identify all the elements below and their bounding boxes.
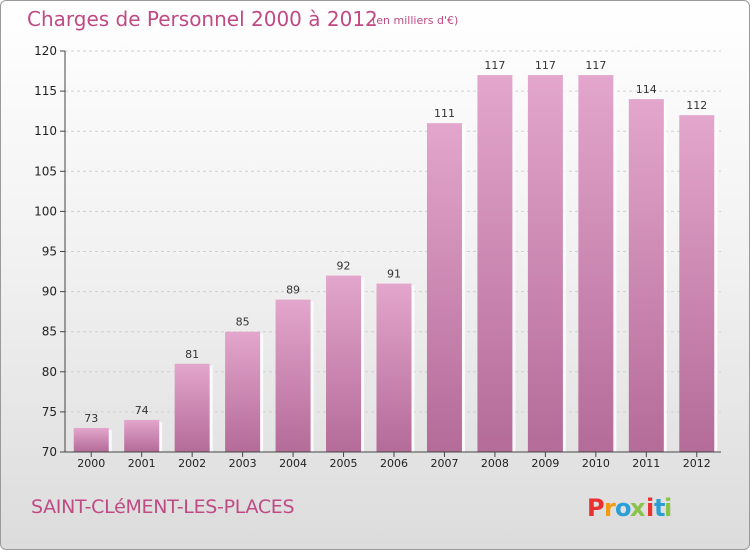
data-label: 81 <box>185 348 199 361</box>
y-tick-label: 95 <box>42 245 57 259</box>
data-label: 92 <box>337 260 351 273</box>
bar-chart: 73 74 81 85 89 92 91 111 117 117 117 114 112 70 75 80 8… <box>34 44 721 470</box>
y-tick-label: 120 <box>34 44 57 58</box>
x-tick-label: 2008 <box>481 457 509 470</box>
y-tick-label: 105 <box>34 164 57 178</box>
data-label: 85 <box>236 316 250 329</box>
data-label: 91 <box>387 268 401 281</box>
chart-unit-label: (en milliers d'€) <box>372 14 459 27</box>
x-tick-label: 2012 <box>683 457 711 470</box>
data-label: 117 <box>484 59 505 72</box>
bar <box>174 363 210 452</box>
x-tick-label: 2010 <box>582 457 610 470</box>
x-tick-label: 2002 <box>178 457 206 470</box>
x-tick-label: 2001 <box>128 457 156 470</box>
x-tick-label: 2009 <box>531 457 559 470</box>
y-tick-label: 70 <box>42 445 57 459</box>
chart-title: Charges de Personnel 2000 à 2012 <box>27 7 378 31</box>
bar <box>275 299 311 452</box>
logo-letter: P <box>587 494 605 522</box>
bar <box>426 123 462 453</box>
axes: 70 75 80 85 90 95 100 105 110 115 120 2000 2001 2002 2… <box>34 44 721 470</box>
x-tick-label: 2005 <box>330 457 358 470</box>
bar <box>73 427 109 452</box>
x-tick-label: 2011 <box>632 457 660 470</box>
data-label: 117 <box>585 59 606 72</box>
bar <box>124 419 160 452</box>
x-tick-label: 2007 <box>430 457 458 470</box>
bar <box>376 283 412 452</box>
bar <box>477 75 513 452</box>
logo-letter: r <box>604 494 616 522</box>
bars: 73 74 81 85 89 92 91 111 117 117 117 114 112 <box>73 59 718 453</box>
x-tick-label: 2003 <box>229 457 257 470</box>
logo-letter: i <box>664 494 672 522</box>
data-label: 111 <box>434 107 455 120</box>
y-tick-label: 110 <box>34 124 57 138</box>
bar <box>628 99 664 453</box>
bar <box>225 331 261 452</box>
data-label: 112 <box>686 99 707 112</box>
x-tick-label: 2004 <box>279 457 307 470</box>
y-tick-label: 75 <box>42 405 57 419</box>
y-tick-label: 90 <box>42 285 57 299</box>
data-label: 114 <box>636 83 657 96</box>
y-tick-label: 85 <box>42 325 57 339</box>
y-tick-label: 115 <box>34 84 57 98</box>
y-tick-label: 100 <box>34 204 57 218</box>
bar <box>527 75 563 452</box>
logo-letter: x <box>630 494 646 522</box>
data-label: 117 <box>535 59 556 72</box>
x-tick-label: 2006 <box>380 457 408 470</box>
logo-letter: i <box>646 494 654 522</box>
bar <box>326 275 362 452</box>
data-label: 89 <box>286 284 300 297</box>
data-label: 73 <box>84 412 98 425</box>
logo-letter: o <box>615 494 632 522</box>
bar <box>679 115 715 452</box>
commune-name: SAINT-CLéMENT-LES-PLACES <box>31 496 295 518</box>
logo-letter: t <box>654 494 665 522</box>
y-tick-label: 80 <box>42 365 57 379</box>
x-tick-label: 2000 <box>77 457 105 470</box>
bar <box>578 75 614 452</box>
data-label: 74 <box>135 404 149 417</box>
